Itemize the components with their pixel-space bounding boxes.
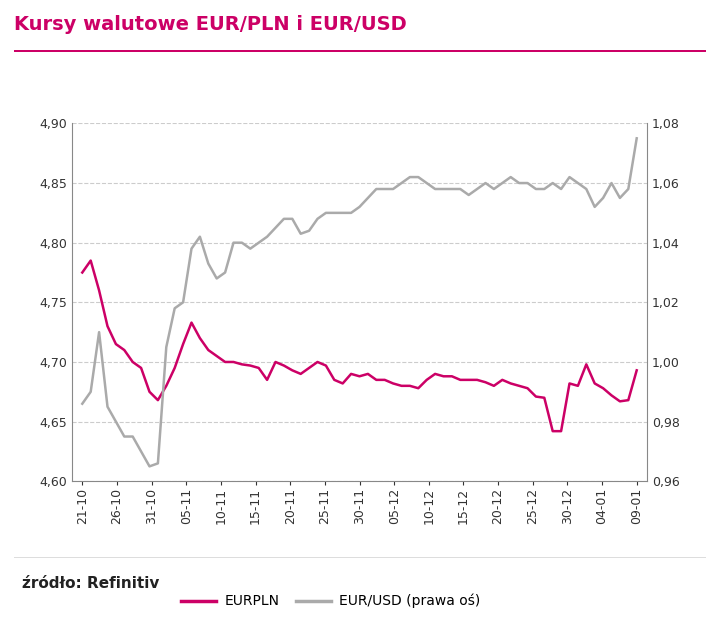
Text: Kursy walutowe EUR/PLN i EUR/USD: Kursy walutowe EUR/PLN i EUR/USD xyxy=(14,15,407,35)
Legend: EURPLN, EUR/USD (prawa oś): EURPLN, EUR/USD (prawa oś) xyxy=(175,589,486,614)
Text: źródło: Refinitiv: źródło: Refinitiv xyxy=(22,576,159,590)
